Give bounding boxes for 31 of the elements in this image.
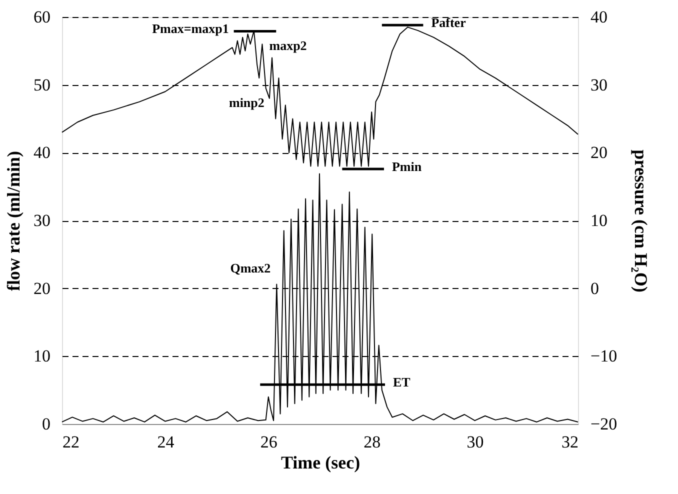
y-tick-label: 30: [34, 211, 50, 230]
x-tick-label: 28: [364, 432, 381, 452]
annotation: minp2: [228, 95, 264, 110]
series-label: Pafter: [431, 15, 466, 30]
y2-tick-label: 20: [590, 143, 608, 162]
y2-tick-label: 40: [590, 8, 608, 26]
y-axis-title: flow rate (ml/min): [4, 151, 24, 291]
y2-tick-label: −10: [590, 346, 618, 366]
annotation: maxp2: [269, 38, 307, 54]
x-tick-label: 24: [157, 432, 175, 452]
y-tick-label: 0: [42, 414, 50, 434]
x-axis-title: Time (sec): [280, 452, 360, 472]
series-label: Pmin: [392, 158, 422, 174]
series-label: Pmax=maxp1: [152, 21, 229, 36]
series-label: ET: [393, 374, 411, 390]
line-series: [62, 173, 578, 422]
x-tick-label: 26: [260, 432, 278, 452]
y2-axis-title: pressure (cm H₂O): [631, 150, 652, 292]
x-tick-label: 30: [466, 432, 484, 452]
x-tick-label: 22: [62, 432, 80, 452]
y2-tick-label: 10: [590, 211, 608, 230]
y2-tick-label: 30: [590, 75, 608, 94]
y-tick-label: 60: [34, 8, 50, 26]
y2-tick-label: −20: [590, 414, 618, 434]
y-tick-label: 40: [34, 143, 50, 162]
x-tick-label: 32: [562, 432, 578, 452]
y-tick-label: 10: [34, 346, 50, 366]
y2-tick-label: 0: [590, 278, 599, 298]
y-tick-label: 50: [34, 75, 50, 94]
annotation: Qmax2: [230, 260, 271, 276]
y-tick-label: 20: [34, 278, 50, 298]
